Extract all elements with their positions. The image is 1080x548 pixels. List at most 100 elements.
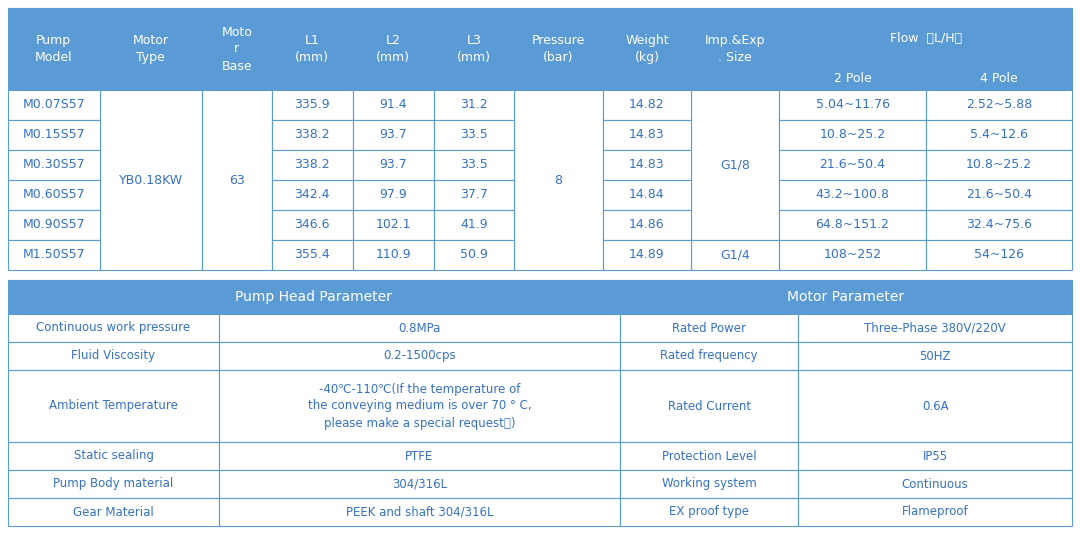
Bar <box>8 470 219 498</box>
Bar <box>272 120 353 150</box>
Bar <box>926 120 1072 150</box>
Bar <box>353 150 433 180</box>
Text: Continuous: Continuous <box>902 477 969 490</box>
Bar <box>353 210 433 240</box>
Bar <box>620 470 798 498</box>
Bar <box>353 90 433 120</box>
Text: Rated Current: Rated Current <box>667 399 751 413</box>
Bar <box>8 120 99 150</box>
Bar <box>353 240 433 270</box>
Bar <box>926 90 1072 120</box>
Text: Working system: Working system <box>662 477 756 490</box>
Bar <box>926 210 1072 240</box>
Bar <box>272 180 353 210</box>
Bar <box>8 498 219 526</box>
Text: 21.6~50.4: 21.6~50.4 <box>966 189 1031 202</box>
Bar <box>8 8 99 90</box>
Text: 91.4: 91.4 <box>379 99 407 111</box>
Bar <box>272 240 353 270</box>
Bar <box>780 90 926 120</box>
Text: Weight
(kg): Weight (kg) <box>625 34 669 64</box>
Bar <box>926 240 1072 270</box>
Bar <box>433 120 514 150</box>
Text: M0.07S57: M0.07S57 <box>23 99 85 111</box>
Bar <box>620 498 798 526</box>
Bar <box>99 8 202 90</box>
Text: M0.60S57: M0.60S57 <box>23 189 85 202</box>
Bar <box>99 90 202 270</box>
Text: 2.52~5.88: 2.52~5.88 <box>966 99 1032 111</box>
Text: 93.7: 93.7 <box>379 158 407 172</box>
Bar <box>8 280 620 314</box>
Text: 0.6A: 0.6A <box>922 399 948 413</box>
Bar <box>219 314 620 342</box>
Text: 342.4: 342.4 <box>295 189 330 202</box>
Bar <box>798 470 1072 498</box>
Bar <box>433 240 514 270</box>
Text: Gear Material: Gear Material <box>73 505 154 518</box>
Bar <box>8 442 219 470</box>
Bar <box>798 442 1072 470</box>
Text: 54~126: 54~126 <box>974 248 1024 261</box>
Text: IP55: IP55 <box>922 449 948 463</box>
Bar <box>603 240 691 270</box>
Bar <box>514 8 603 90</box>
Text: Pressure
(bar): Pressure (bar) <box>532 34 585 64</box>
Bar <box>8 180 99 210</box>
Text: -40℃-110℃(If the temperature of
the conveying medium is over 70 ° C,
please make: -40℃-110℃(If the temperature of the conv… <box>308 383 531 430</box>
Bar <box>353 8 433 90</box>
Bar <box>272 210 353 240</box>
Text: 102.1: 102.1 <box>376 219 411 231</box>
Text: 41.9: 41.9 <box>460 219 488 231</box>
Bar <box>780 210 926 240</box>
Text: 33.5: 33.5 <box>460 128 488 141</box>
Bar <box>926 68 1072 90</box>
Text: 37.7: 37.7 <box>460 189 488 202</box>
Bar <box>433 90 514 120</box>
Text: Rated frequency: Rated frequency <box>660 350 758 362</box>
Text: L1
(mm): L1 (mm) <box>295 34 329 64</box>
Text: Three-Phase 380V/220V: Three-Phase 380V/220V <box>864 322 1007 334</box>
Bar <box>433 150 514 180</box>
Text: Motor
Type: Motor Type <box>133 34 168 64</box>
Bar <box>620 280 1072 314</box>
Text: Ambient Temperature: Ambient Temperature <box>49 399 178 413</box>
Bar <box>620 370 798 442</box>
Bar <box>8 210 99 240</box>
Text: 338.2: 338.2 <box>295 128 330 141</box>
Bar <box>353 120 433 150</box>
Text: M1.50S57: M1.50S57 <box>23 248 85 261</box>
Text: 43.2~100.8: 43.2~100.8 <box>815 189 890 202</box>
Text: 108~252: 108~252 <box>823 248 881 261</box>
Text: 50.9: 50.9 <box>460 248 488 261</box>
Bar <box>219 442 620 470</box>
Bar <box>603 180 691 210</box>
Bar <box>8 90 99 120</box>
Bar <box>780 240 926 270</box>
Bar <box>219 342 620 370</box>
Bar <box>202 8 272 90</box>
Bar <box>798 370 1072 442</box>
Text: 64.8~151.2: 64.8~151.2 <box>815 219 890 231</box>
Bar <box>514 90 603 270</box>
Bar <box>219 470 620 498</box>
Text: 93.7: 93.7 <box>379 128 407 141</box>
Text: 10.8~25.2: 10.8~25.2 <box>820 128 886 141</box>
Text: 355.4: 355.4 <box>295 248 330 261</box>
Bar <box>272 150 353 180</box>
Bar <box>798 314 1072 342</box>
Bar <box>620 442 798 470</box>
Text: Protection Level: Protection Level <box>662 449 756 463</box>
Bar <box>8 150 99 180</box>
Text: 14.82: 14.82 <box>630 99 665 111</box>
Text: 31.2: 31.2 <box>460 99 488 111</box>
Text: Imp.&Exp
. Size: Imp.&Exp . Size <box>705 34 766 64</box>
Bar <box>8 370 219 442</box>
Bar <box>8 240 99 270</box>
Text: L2
(mm): L2 (mm) <box>376 34 410 64</box>
Bar <box>780 120 926 150</box>
Bar <box>202 90 272 270</box>
Text: 33.5: 33.5 <box>460 158 488 172</box>
Text: 14.83: 14.83 <box>630 128 665 141</box>
Text: 8: 8 <box>555 174 563 186</box>
